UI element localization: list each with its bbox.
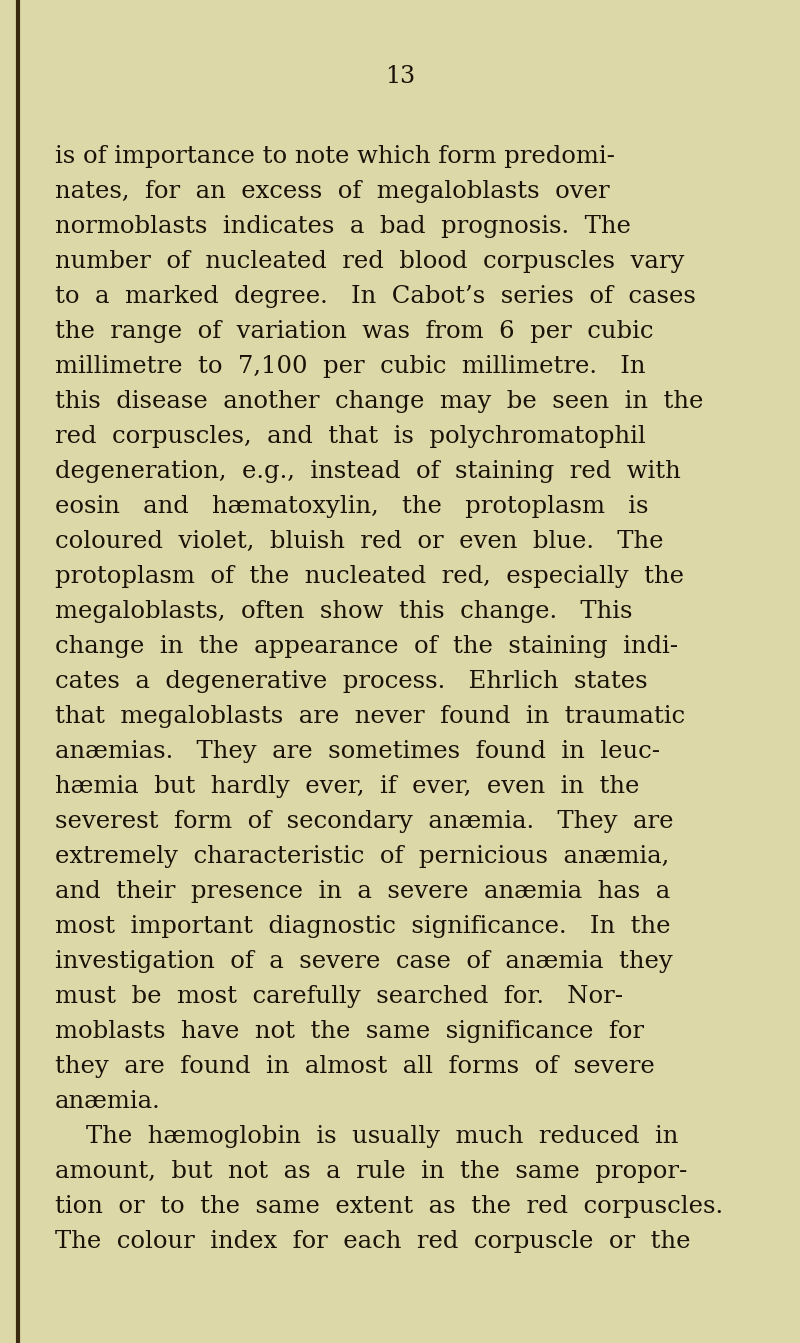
Text: red  corpuscles,  and  that  is  polychromatophil: red corpuscles, and that is polychromato… bbox=[55, 424, 646, 449]
Text: investigation  of  a  severe  case  of  anæmia  they: investigation of a severe case of anæmia… bbox=[55, 950, 673, 972]
Text: tion  or  to  the  same  extent  as  the  red  corpuscles.: tion or to the same extent as the red co… bbox=[55, 1195, 723, 1218]
Text: hæmia  but  hardly  ever,  if  ever,  even  in  the: hæmia but hardly ever, if ever, even in … bbox=[55, 775, 639, 798]
Text: extremely  characteristic  of  pernicious  anæmia,: extremely characteristic of pernicious a… bbox=[55, 845, 670, 868]
Text: this  disease  another  change  may  be  seen  in  the: this disease another change may be seen … bbox=[55, 389, 703, 414]
Text: protoplasm  of  the  nucleated  red,  especially  the: protoplasm of the nucleated red, especia… bbox=[55, 565, 684, 588]
Text: normoblasts  indicates  a  bad  prognosis.  The: normoblasts indicates a bad prognosis. T… bbox=[55, 215, 631, 238]
Text: anæmias.   They  are  sometimes  found  in  leuc-: anæmias. They are sometimes found in leu… bbox=[55, 740, 660, 763]
Text: anæmia.: anæmia. bbox=[55, 1091, 161, 1113]
Text: degeneration,  e.g.,  instead  of  staining  red  with: degeneration, e.g., instead of staining … bbox=[55, 461, 681, 483]
Text: eosin   and   hæmatoxylin,   the   protoplasm   is: eosin and hæmatoxylin, the protoplasm is bbox=[55, 496, 649, 518]
Text: coloured  violet,  bluish  red  or  even  blue.   The: coloured violet, bluish red or even blue… bbox=[55, 530, 663, 553]
Text: and  their  presence  in  a  severe  anæmia  has  a: and their presence in a severe anæmia ha… bbox=[55, 880, 670, 902]
Text: The  hæmoglobin  is  usually  much  reduced  in: The hæmoglobin is usually much reduced i… bbox=[55, 1125, 678, 1148]
Text: that  megaloblasts  are  never  found  in  traumatic: that megaloblasts are never found in tra… bbox=[55, 705, 685, 728]
Text: nates,  for  an  excess  of  megaloblasts  over: nates, for an excess of megaloblasts ove… bbox=[55, 180, 610, 203]
Text: change  in  the  appearance  of  the  staining  indi-: change in the appearance of the staining… bbox=[55, 635, 678, 658]
Text: they  are  found  in  almost  all  forms  of  severe: they are found in almost all forms of se… bbox=[55, 1056, 654, 1078]
Text: is of importance to note which form predomi-: is of importance to note which form pred… bbox=[55, 145, 615, 168]
Text: millimetre  to  7,100  per  cubic  millimetre.   In: millimetre to 7,100 per cubic millimetre… bbox=[55, 355, 646, 377]
Text: must  be  most  carefully  searched  for.   Nor-: must be most carefully searched for. Nor… bbox=[55, 984, 623, 1009]
Text: the  range  of  variation  was  from  6  per  cubic: the range of variation was from 6 per cu… bbox=[55, 320, 654, 342]
Text: most  important  diagnostic  significance.   In  the: most important diagnostic significance. … bbox=[55, 915, 670, 937]
Text: megaloblasts,  often  show  this  change.   This: megaloblasts, often show this change. Th… bbox=[55, 600, 633, 623]
Text: 13: 13 bbox=[385, 64, 415, 89]
Text: to  a  marked  degree.   In  Cabot’s  series  of  cases: to a marked degree. In Cabot’s series of… bbox=[55, 285, 696, 308]
Text: The  colour  index  for  each  red  corpuscle  or  the: The colour index for each red corpuscle … bbox=[55, 1230, 690, 1253]
Text: severest  form  of  secondary  anæmia.   They  are: severest form of secondary anæmia. They … bbox=[55, 810, 674, 833]
Text: amount,  but  not  as  a  rule  in  the  same  propor-: amount, but not as a rule in the same pr… bbox=[55, 1160, 687, 1183]
Text: moblasts  have  not  the  same  significance  for: moblasts have not the same significance … bbox=[55, 1019, 644, 1044]
Text: number  of  nucleated  red  blood  corpuscles  vary: number of nucleated red blood corpuscles… bbox=[55, 250, 684, 273]
Text: cates  a  degenerative  process.   Ehrlich  states: cates a degenerative process. Ehrlich st… bbox=[55, 670, 648, 693]
